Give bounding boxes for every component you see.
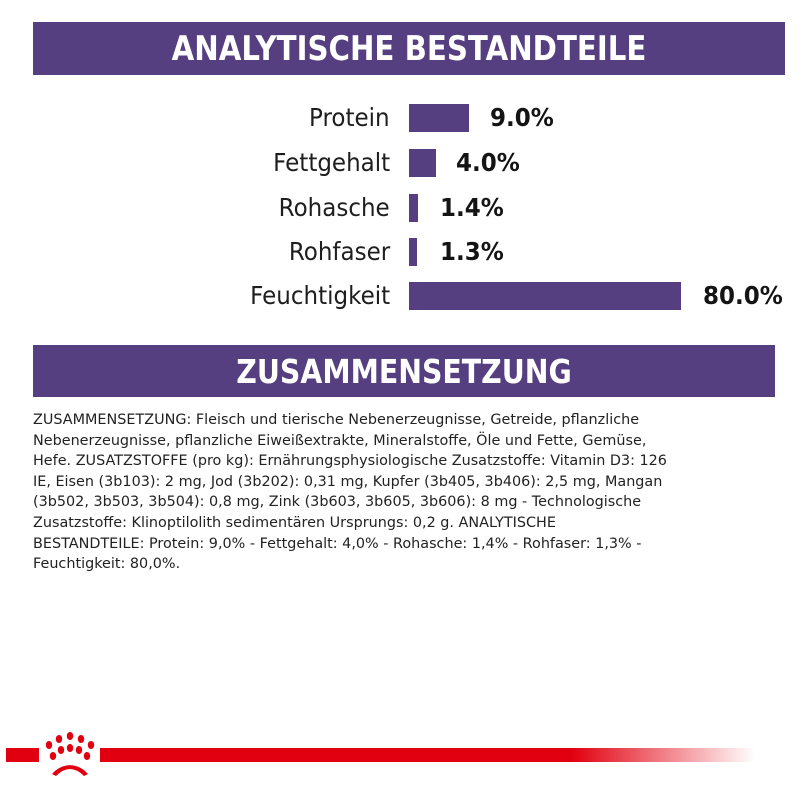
composition-line: BESTANDTEILE: Protein: 9,0% - Fettgehalt… <box>33 534 642 552</box>
bar <box>409 104 469 132</box>
bar-label: Protein <box>309 103 390 132</box>
bar <box>409 194 418 222</box>
chart-row-fettgehalt: Fettgehalt 4.0% <box>0 148 800 178</box>
chart-row-protein: Protein 9.0% <box>0 103 800 133</box>
composition-line: (3b502, 3b503, 3b504): 0,8 mg, Zink (3b6… <box>33 493 642 511</box>
nutrient-bar-chart: Protein 9.0% Fettgehalt 4.0% Rohasche 1.… <box>0 0 800 340</box>
bar-value: 1.4% <box>440 193 504 222</box>
bar-value: 80.0% <box>703 281 783 310</box>
composition-banner: ZUSAMMENSETZUNG <box>33 345 775 397</box>
bar <box>409 282 681 310</box>
brand-stripe-right <box>100 748 755 762</box>
bar-label: Fettgehalt <box>273 148 390 177</box>
brand-footer <box>0 720 800 780</box>
analytical-constituents-banner: ANALYTISCHE BESTANDTEILE <box>33 22 785 75</box>
bar-value: 4.0% <box>456 148 520 177</box>
chart-row-rohasche: Rohasche 1.4% <box>0 193 800 223</box>
bar-value: 1.3% <box>440 237 504 266</box>
crown-icon <box>45 732 95 776</box>
analytical-constituents-title: ANALYTISCHE BESTANDTEILE <box>171 28 647 69</box>
chart-row-rohfaser: Rohfaser 1.3% <box>0 237 800 267</box>
composition-line: Nebenerzeugnisse, pflanzliche Eiweißextr… <box>33 431 647 449</box>
brand-stripe-left <box>6 748 39 762</box>
composition-line: ZUSAMMENSETZUNG: Fleisch und tierische N… <box>33 411 640 428</box>
composition-line: Zusatzstoffe: Klinoptilolith sedimentäre… <box>33 513 556 531</box>
composition-title: ZUSAMMENSETZUNG <box>236 351 572 391</box>
bar <box>409 238 417 266</box>
bar-label: Feuchtigkeit <box>250 281 390 310</box>
bar-value: 9.0% <box>490 103 554 132</box>
composition-line: IE, Eisen (3b103): 2 mg, Jod (3b202): 0,… <box>33 472 663 490</box>
bar-label: Rohfaser <box>288 237 390 266</box>
bar <box>409 149 436 177</box>
composition-line: Hefe. ZUSATZSTOFFE (pro kg): Ernährungsp… <box>33 452 667 470</box>
composition-text: ZUSAMMENSETZUNG: Fleisch und tierische N… <box>33 410 785 575</box>
composition-line: Feuchtigkeit: 80,0%. <box>33 555 181 573</box>
chart-row-feuchtigkeit: Feuchtigkeit 80.0% <box>0 281 800 311</box>
bar-label: Rohasche <box>278 193 390 222</box>
